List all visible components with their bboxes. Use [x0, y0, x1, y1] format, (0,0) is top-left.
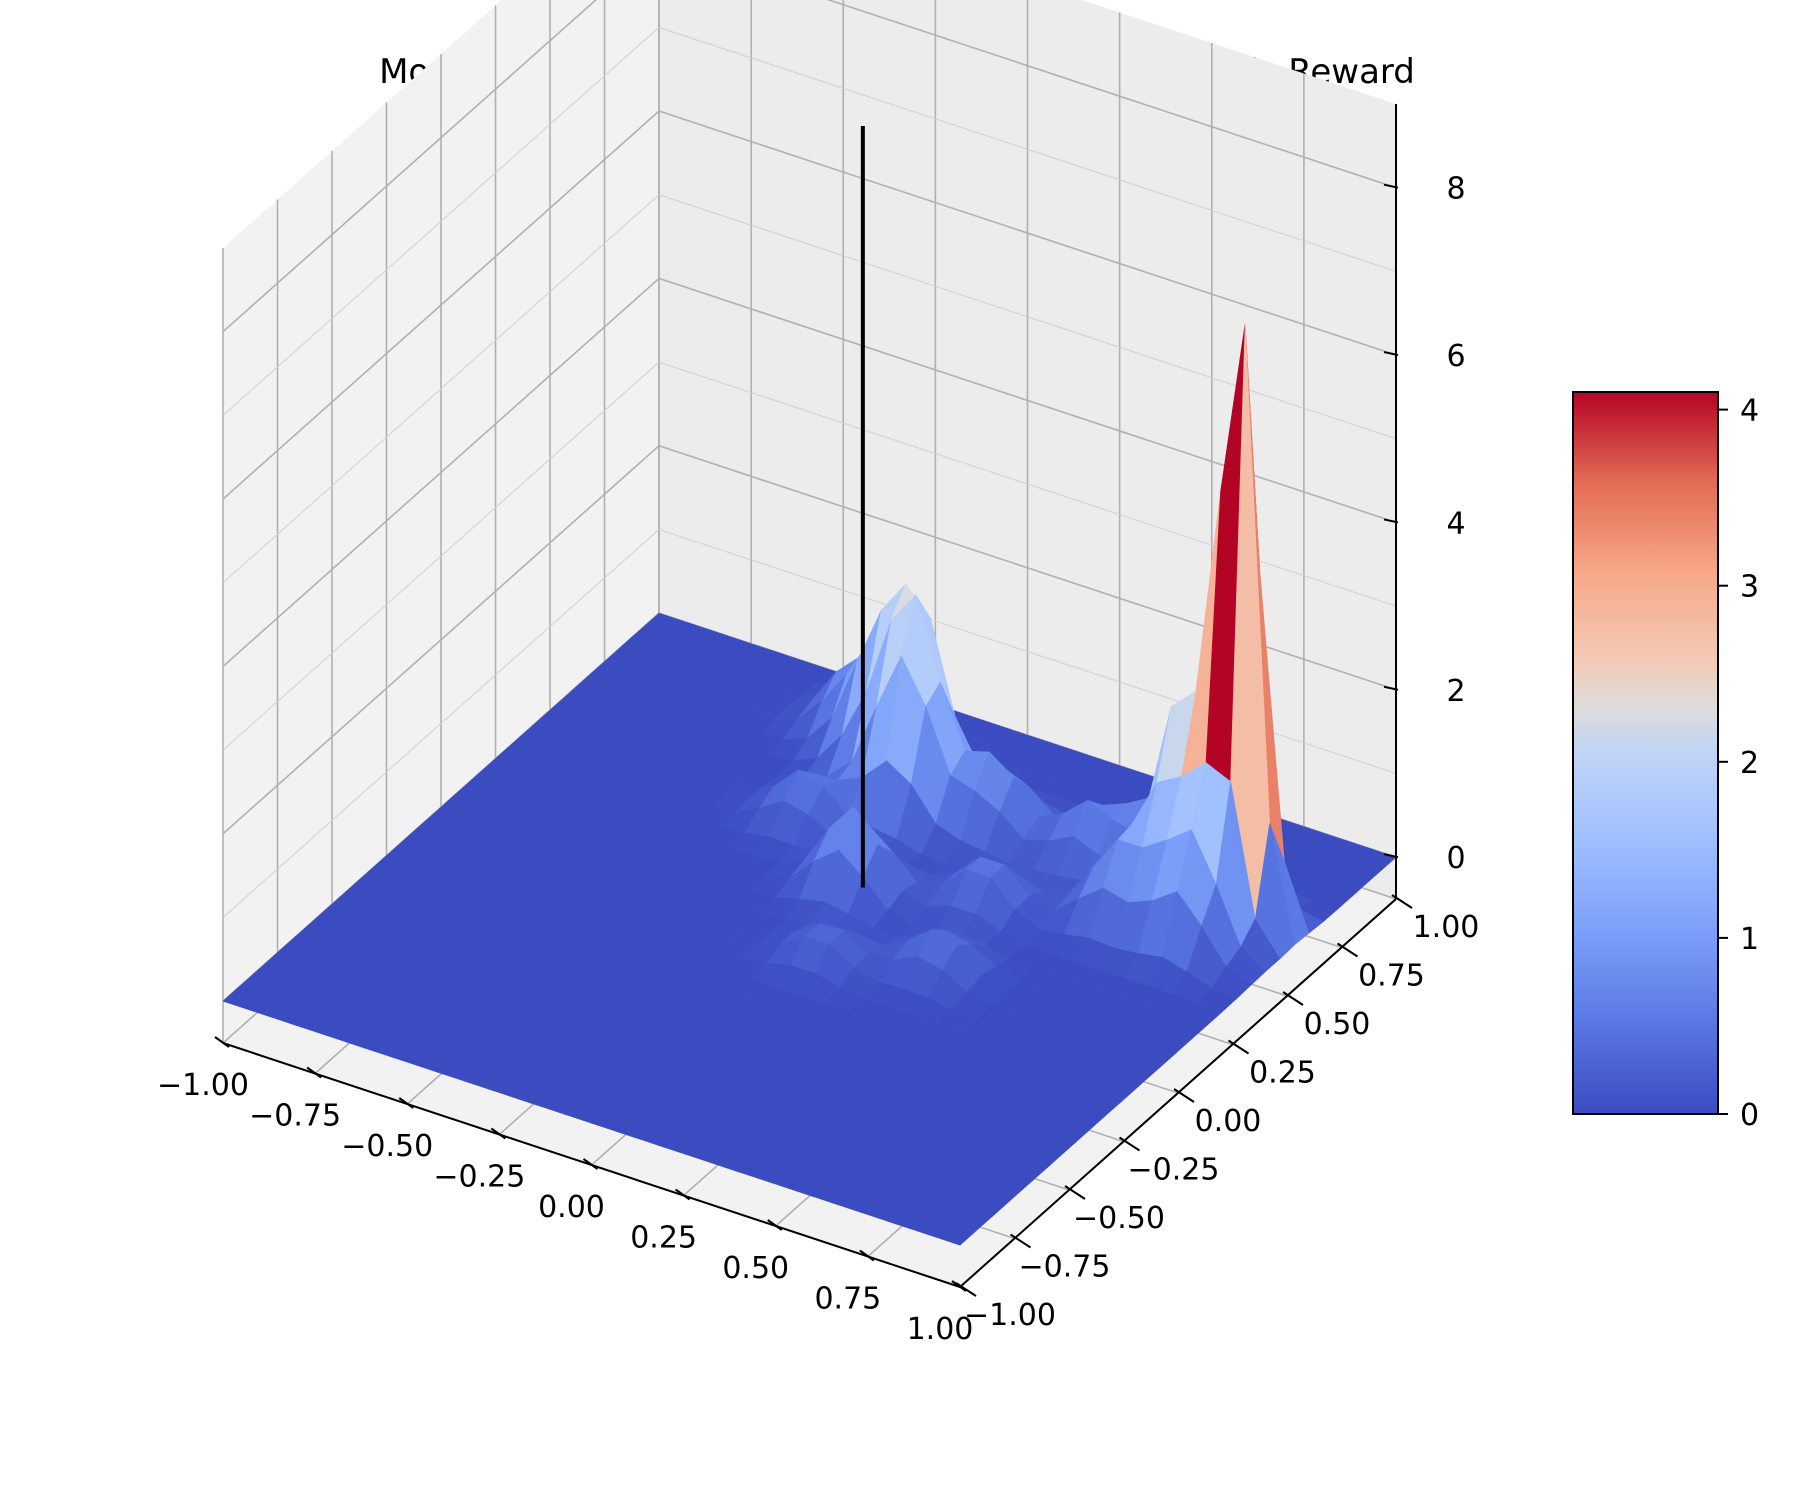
gridline: [658, 445, 1397, 691]
z-tick-mark: [1383, 351, 1399, 357]
axes-3d: −1.00−0.75−0.50−0.250.000.250.500.751.00…: [157, 0, 1479, 1347]
x-tick-mark: [214, 1036, 230, 1048]
x-tick-label: −0.75: [249, 1099, 341, 1134]
gridline: [222, 529, 660, 918]
y-tick-label: −0.50: [1073, 1201, 1165, 1236]
y-tick-label: 0.75: [1358, 959, 1425, 994]
y-tick-mark: [1064, 1185, 1086, 1200]
gridline: [658, 26, 1397, 272]
gridline: [658, 194, 1397, 440]
y-tick-label: −1.00: [964, 1298, 1056, 1333]
gridline: [222, 0, 597, 333]
colorbar-tick-label: 0: [1740, 1098, 1759, 1133]
gridline: [826, 0, 1397, 189]
y-tick-label: 0.50: [1304, 1007, 1371, 1042]
colorbar-tick-label: 4: [1740, 394, 1759, 429]
x-tick-mark: [767, 1219, 783, 1231]
x-tick-mark: [306, 1066, 322, 1079]
z-tick-label: 6: [1446, 339, 1465, 374]
colorbar-tick-label: 1: [1740, 922, 1759, 957]
y-axis-ticks: −1.00 −0.75 −0.50 −0.25 0.00 0.25 0.50 0.75 1.00: [955, 894, 1480, 1333]
gridline: [222, 194, 660, 584]
x-tick-label: −0.25: [433, 1160, 525, 1195]
y-tick-mark: [1227, 1039, 1250, 1055]
y-tick-mark: [1282, 991, 1304, 1006]
x-tick-label: 0.00: [538, 1190, 605, 1225]
y-tick-mark: [1336, 942, 1359, 958]
y-tick-label: −0.75: [1019, 1250, 1111, 1285]
y-tick-mark: [1009, 1233, 1032, 1249]
y-tick-label: 0.25: [1249, 1056, 1316, 1091]
x-axis-ticks: −1.00−0.75−0.50−0.25 0.00 0.25 0.50 0.75 1.00: [157, 1036, 974, 1347]
gridline: [222, 445, 660, 835]
colorbar-gradient: [1572, 391, 1719, 1115]
x-tick-label: 0.50: [722, 1251, 789, 1286]
x-tick-mark: [582, 1158, 599, 1170]
x-tick-mark: [490, 1127, 506, 1140]
gridline: [658, 361, 1397, 607]
surface-plot: [222, 125, 1397, 1246]
x-tick-label: 0.25: [630, 1221, 697, 1256]
z-tick-mark: [1383, 853, 1399, 859]
gridline: [222, 110, 660, 500]
z-tick-mark: [1383, 183, 1399, 189]
x-tick-label: −1.00: [157, 1068, 249, 1103]
colorbar-tick-label: 2: [1740, 746, 1759, 781]
x-tick-mark: [675, 1188, 691, 1201]
colorbar: 0 1 2 3 4: [1572, 391, 1759, 1133]
colorbar-ticks: 0 1 2 3 4: [1718, 394, 1759, 1133]
gridline: [658, 277, 1397, 524]
y-tick-label: 1.00: [1413, 910, 1480, 945]
y-tick-label: −0.25: [1128, 1153, 1220, 1188]
x-tick-mark: [859, 1249, 875, 1262]
colorbar-tick-label: 3: [1740, 570, 1759, 605]
x-tick-label: 0.75: [814, 1282, 881, 1317]
gridline: [222, 277, 660, 668]
z-axis-ticks: 0 2 4 6 8: [1383, 172, 1466, 876]
x-tick-label: 1.00: [907, 1312, 974, 1347]
y-tick-mark: [955, 1282, 977, 1297]
z-tick-label: 2: [1446, 674, 1465, 709]
x-tick-label: −0.50: [341, 1129, 433, 1164]
z-tick-label: 4: [1446, 506, 1465, 541]
gridline: [222, 361, 660, 751]
z-tick-mark: [1383, 685, 1399, 691]
y-axis-line: [959, 898, 1397, 1288]
y-tick-mark: [1173, 1088, 1195, 1103]
x-tick-mark: [398, 1097, 414, 1109]
z-tick-mark: [1383, 518, 1399, 524]
gridline: [222, 26, 660, 416]
z-tick-label: 0: [1446, 841, 1465, 876]
gridline: [658, 110, 1397, 356]
surface-facet: [934, 1223, 976, 1246]
y-tick-mark: [1391, 894, 1413, 909]
y-tick-mark: [1118, 1136, 1141, 1152]
y-tick-label: 0.00: [1195, 1104, 1262, 1139]
z-tick-label: 8: [1446, 172, 1465, 207]
